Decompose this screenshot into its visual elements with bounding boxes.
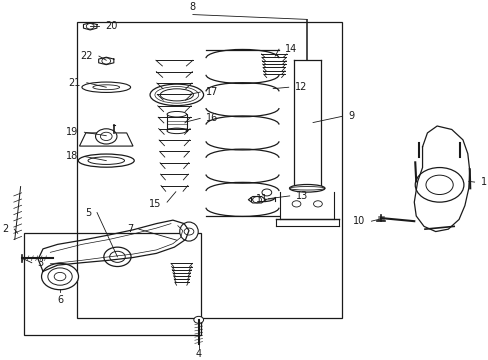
Ellipse shape bbox=[167, 128, 186, 134]
Ellipse shape bbox=[150, 84, 203, 105]
Text: 8: 8 bbox=[189, 2, 196, 12]
Circle shape bbox=[48, 268, 72, 285]
Circle shape bbox=[291, 201, 300, 207]
Ellipse shape bbox=[160, 89, 193, 101]
Bar bbox=[167, 114, 186, 131]
Circle shape bbox=[100, 132, 112, 140]
Ellipse shape bbox=[78, 154, 134, 167]
Polygon shape bbox=[80, 133, 133, 146]
Circle shape bbox=[425, 175, 452, 194]
Ellipse shape bbox=[93, 85, 120, 90]
Circle shape bbox=[262, 189, 271, 196]
Circle shape bbox=[109, 251, 125, 262]
Text: 2: 2 bbox=[2, 224, 8, 234]
Ellipse shape bbox=[180, 222, 198, 241]
Text: 16: 16 bbox=[205, 113, 218, 123]
Ellipse shape bbox=[289, 186, 324, 190]
Text: 1: 1 bbox=[480, 177, 486, 187]
Text: 18: 18 bbox=[66, 152, 79, 162]
Circle shape bbox=[86, 23, 94, 29]
Bar bbox=[77, 22, 342, 318]
Text: 12: 12 bbox=[294, 82, 306, 92]
Ellipse shape bbox=[88, 157, 124, 165]
Ellipse shape bbox=[82, 82, 130, 93]
Text: 11: 11 bbox=[256, 194, 268, 204]
Text: 13: 13 bbox=[295, 191, 307, 201]
Circle shape bbox=[313, 201, 322, 207]
Text: 15: 15 bbox=[148, 199, 161, 209]
Circle shape bbox=[102, 58, 110, 64]
Circle shape bbox=[252, 197, 261, 203]
Text: 19: 19 bbox=[66, 127, 79, 137]
Circle shape bbox=[414, 167, 463, 202]
Text: 4: 4 bbox=[195, 349, 202, 359]
Circle shape bbox=[103, 247, 131, 266]
Text: 3: 3 bbox=[38, 258, 44, 268]
Text: 22: 22 bbox=[81, 51, 93, 61]
Text: 7: 7 bbox=[126, 224, 133, 234]
Ellipse shape bbox=[167, 112, 186, 117]
Circle shape bbox=[193, 316, 203, 323]
Circle shape bbox=[41, 264, 79, 290]
Circle shape bbox=[54, 273, 66, 281]
Text: 10: 10 bbox=[353, 216, 365, 226]
Text: 6: 6 bbox=[57, 295, 63, 305]
Ellipse shape bbox=[289, 184, 324, 192]
Text: 9: 9 bbox=[347, 111, 353, 121]
Text: 5: 5 bbox=[85, 207, 91, 217]
Bar bbox=[23, 233, 201, 336]
Circle shape bbox=[184, 228, 193, 235]
Circle shape bbox=[95, 129, 117, 144]
Text: 17: 17 bbox=[205, 87, 218, 97]
Text: 21: 21 bbox=[68, 78, 81, 88]
Text: 14: 14 bbox=[285, 44, 297, 54]
Text: 20: 20 bbox=[104, 21, 117, 31]
